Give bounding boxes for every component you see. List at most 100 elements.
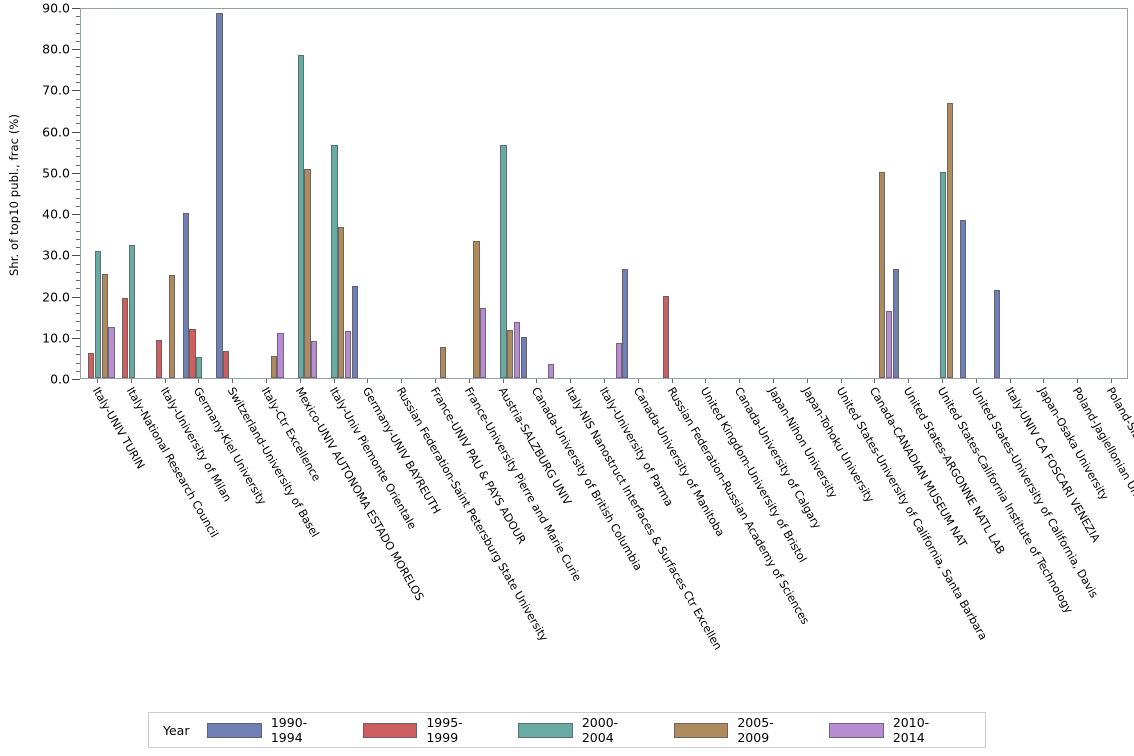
x-tick-mark — [806, 379, 808, 383]
bar — [189, 328, 196, 378]
y-tick-minor — [76, 73, 80, 75]
y-tick-minor — [76, 304, 80, 306]
x-tick-mark — [164, 379, 166, 383]
legend-item[interactable]: 2010-2014 — [829, 715, 959, 745]
y-tick-minor — [76, 271, 80, 273]
legend: Year 1990-1994 1995-1999 2000-2004 2005-200… — [148, 712, 986, 748]
bar — [331, 144, 338, 378]
y-tick-minor — [76, 222, 80, 224]
bar — [304, 168, 311, 378]
y-tick-label: 30.0 — [42, 247, 70, 263]
bar — [547, 364, 555, 378]
y-tick-mark — [72, 49, 80, 51]
x-tick-mark — [502, 379, 504, 383]
legend-swatch — [673, 722, 729, 738]
x-tick-mark — [1009, 379, 1011, 383]
y-tick-minor — [76, 263, 80, 265]
x-tick-mark — [198, 379, 200, 383]
legend-item[interactable]: 2000-2004 — [518, 715, 648, 745]
y-tick-minor — [76, 65, 80, 67]
x-tick-mark — [333, 379, 335, 383]
legend-label: 2010-2014 — [892, 715, 930, 745]
y-tick-minor — [76, 106, 80, 108]
bar — [993, 290, 1001, 378]
bar — [507, 329, 514, 378]
y-tick-minor — [76, 181, 80, 183]
y-tick-minor — [76, 82, 80, 84]
y-tick-minor — [76, 280, 80, 282]
y-tick-minor — [76, 197, 80, 199]
x-tick-mark — [299, 379, 301, 383]
bar — [662, 296, 669, 378]
bar — [514, 321, 521, 378]
bar — [128, 245, 135, 378]
x-tick-mark — [637, 379, 639, 383]
y-tick-minor — [76, 313, 80, 315]
y-tick-mark — [72, 296, 80, 298]
legend-label: 1990-1994 — [270, 715, 308, 745]
bar — [439, 346, 446, 378]
bar — [939, 171, 947, 378]
bar — [480, 307, 487, 378]
legend-item[interactable]: 2005-2009 — [673, 715, 804, 745]
x-tick-mark — [468, 379, 470, 383]
y-tick-minor — [76, 40, 80, 42]
y-tick-minor — [76, 98, 80, 100]
legend-items: 1990-1994 1995-1999 2000-2004 2005-2009 2010… — [207, 715, 985, 745]
bar — [892, 269, 899, 378]
bar — [277, 333, 284, 378]
legend-item[interactable]: 1995-1999 — [362, 715, 493, 745]
bar — [270, 355, 277, 378]
x-axis-label: Mexico-UNIV AUTONOMA ESTADO MORELOS — [292, 385, 426, 603]
x-axis-label: United States-University of California, … — [968, 385, 1101, 601]
bar — [338, 227, 345, 378]
x-tick-mark — [536, 379, 538, 383]
legend-label: 2000-2004 — [581, 715, 619, 745]
x-tick-mark — [975, 379, 977, 383]
bar — [311, 340, 318, 378]
x-tick-mark — [570, 379, 572, 383]
y-tick-minor — [76, 123, 80, 125]
y-tick-label: 20.0 — [42, 289, 70, 305]
x-tick-mark — [265, 379, 267, 383]
legend-item[interactable]: 1990-1994 — [207, 715, 337, 745]
legend-label: 1995-1999 — [426, 715, 463, 745]
y-tick-mark — [72, 131, 80, 133]
x-tick-mark — [434, 379, 436, 383]
y-tick-mark — [72, 337, 80, 339]
x-axis-label: Italy-Ctr Excellence — [258, 385, 324, 484]
x-tick-mark — [773, 379, 775, 383]
bar — [169, 274, 176, 378]
x-tick-mark — [401, 379, 403, 383]
bar — [946, 103, 953, 378]
y-tick-mark — [72, 8, 80, 9]
y-tick-minor — [76, 346, 80, 348]
bar — [121, 298, 128, 378]
legend-swatch — [829, 722, 884, 738]
x-tick-mark — [130, 379, 132, 383]
x-tick-mark — [232, 379, 234, 383]
y-tick-mark — [72, 214, 80, 216]
x-tick-mark — [671, 379, 673, 383]
bar — [182, 213, 189, 378]
y-tick-label: 80.0 — [42, 41, 70, 57]
y-tick-minor — [76, 164, 80, 166]
legend-swatch — [518, 722, 573, 738]
bar — [196, 357, 203, 378]
bar — [216, 12, 223, 378]
y-tick-minor — [76, 115, 80, 117]
y-tick-minor — [76, 230, 80, 232]
bar — [879, 171, 886, 378]
y-tick-minor — [76, 148, 80, 150]
y-tick-label: 10.0 — [42, 330, 70, 346]
bars-container — [81, 9, 1127, 378]
y-tick-minor — [76, 362, 80, 364]
y-tick-minor — [76, 238, 80, 240]
y-tick-minor — [76, 24, 80, 26]
y-tick-label: 40.0 — [42, 206, 70, 222]
y-tick-minor — [76, 57, 80, 59]
bar — [520, 336, 527, 378]
y-tick-minor — [76, 321, 80, 323]
y-tick-label: 50.0 — [42, 165, 70, 181]
